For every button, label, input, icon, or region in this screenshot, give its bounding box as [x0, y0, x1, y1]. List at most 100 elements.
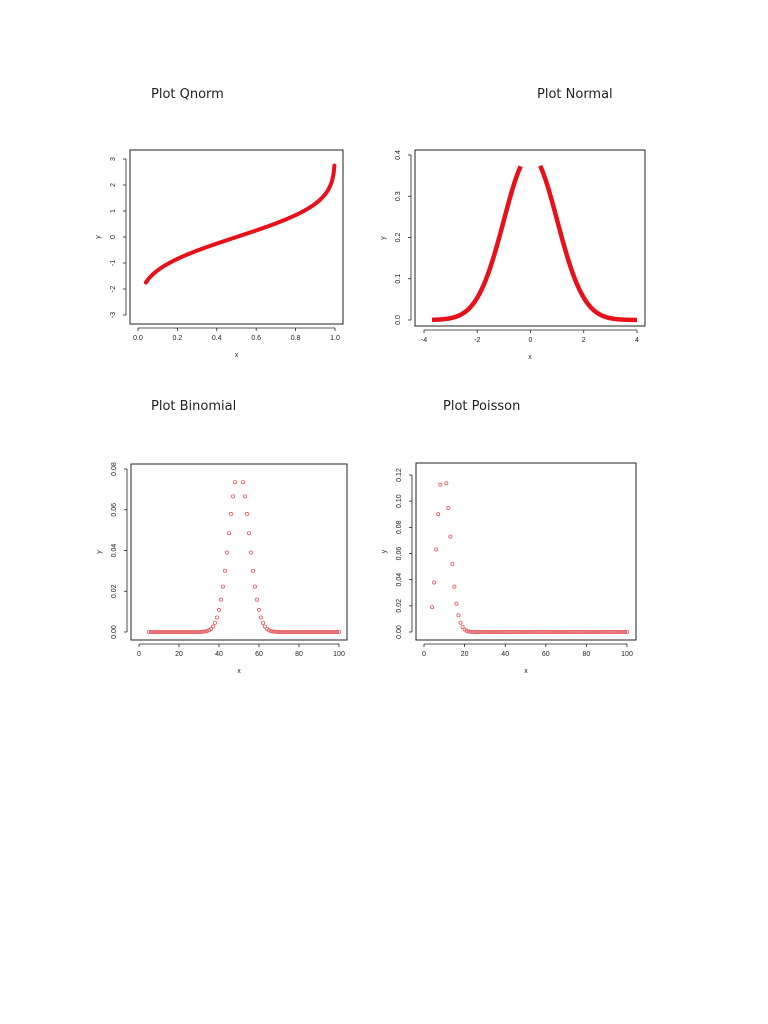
data-point	[529, 630, 534, 635]
data-point	[438, 482, 443, 487]
data-point	[517, 630, 522, 635]
data-point	[444, 481, 449, 486]
data-point	[148, 630, 153, 635]
data-point	[270, 629, 275, 634]
data-point	[204, 629, 209, 634]
chart-normal: -4 -2 0 2 4 x 0.0 0.1 0.2 0.3 0.4 y	[380, 149, 646, 361]
x-tick-label: 0.4	[212, 335, 222, 342]
x-tick-label: 20	[175, 651, 183, 658]
data-point	[334, 630, 339, 635]
data-point	[620, 630, 625, 635]
y-tick-label: 3	[110, 157, 117, 161]
x-tick-label: 2	[582, 337, 586, 344]
data-point	[582, 630, 587, 635]
data-point	[576, 630, 581, 635]
data-point	[274, 629, 279, 634]
data-point	[578, 630, 583, 635]
data-point	[322, 630, 327, 635]
data-point	[434, 547, 439, 552]
data-point	[280, 629, 285, 634]
data-point	[436, 512, 441, 517]
x-tick-label: 60	[542, 651, 550, 658]
chart-qnorm: 0.0 0.2 0.4 0.6 0.8 1.0 x -3 -2 -1 0 1 2 3 y	[95, 149, 344, 359]
y-tick-label: 0.02	[396, 599, 403, 613]
data-point	[310, 630, 315, 635]
data-point	[541, 630, 546, 635]
data-point	[616, 630, 621, 635]
y-tick-label: 0.08	[111, 462, 118, 476]
data-point	[527, 630, 532, 635]
data-point	[258, 615, 263, 620]
data-point	[192, 629, 197, 634]
data-point	[262, 624, 267, 629]
y-tick-label: 0.4	[395, 150, 402, 160]
chart-poisson: 0 20 40 60 80 100 x 0.00 0.02 0.04 0.06 0.08 0.10 0.1…	[381, 462, 637, 675]
data-point	[232, 480, 237, 485]
x-tick-label: 0	[529, 337, 533, 344]
y-tick-label: 0	[110, 235, 117, 239]
data-point	[547, 630, 552, 635]
data-point	[216, 607, 221, 612]
data-point	[286, 629, 291, 634]
data-point	[519, 630, 524, 635]
x-tick-label: 0.2	[173, 335, 183, 342]
data-point	[622, 630, 627, 635]
x-tick-label: 4	[635, 337, 639, 344]
chart-binomial: 0 20 40 60 80 100 x 0.00 0.02 0.04 0.06 0.08 y	[96, 462, 348, 675]
y-axis-label: y	[96, 550, 103, 554]
data-point	[590, 630, 595, 635]
data-point	[162, 630, 167, 635]
data-point	[472, 629, 477, 634]
data-point	[174, 630, 179, 635]
data-point	[558, 630, 563, 635]
data-point	[586, 630, 591, 635]
data-point	[284, 629, 289, 634]
data-point	[574, 630, 579, 635]
data-point	[564, 630, 569, 635]
data-point	[260, 620, 265, 625]
data-point	[266, 628, 271, 633]
data-point	[282, 629, 287, 634]
data-point	[562, 630, 567, 635]
data-point	[570, 630, 575, 635]
data-point	[537, 630, 542, 635]
data-point	[240, 480, 245, 485]
data-point	[551, 630, 556, 635]
data-point	[555, 630, 560, 635]
x-tick-label: 20	[461, 651, 469, 658]
data-point	[446, 505, 451, 510]
data-point	[521, 630, 526, 635]
x-tick-label: 0.0	[133, 335, 143, 342]
data-point	[468, 629, 473, 634]
data-point	[218, 597, 223, 602]
data-point	[486, 630, 491, 635]
data-point	[246, 531, 251, 536]
data-point	[501, 630, 506, 635]
data-point	[450, 561, 455, 566]
y-tick-label: 0.06	[111, 503, 118, 517]
data-point	[220, 584, 225, 589]
data-point	[278, 629, 283, 634]
data-point	[336, 630, 341, 635]
data-point	[610, 630, 615, 635]
data-point	[600, 630, 605, 635]
data-point	[430, 605, 435, 610]
data-point	[188, 629, 193, 634]
data-point	[488, 630, 493, 635]
data-point	[154, 630, 159, 635]
data-point	[326, 630, 331, 635]
data-point	[230, 494, 235, 499]
plot-frame	[129, 149, 344, 325]
y-tick-label: 0.10	[396, 494, 403, 508]
data-point	[290, 629, 295, 634]
data-point	[476, 629, 481, 634]
data-point	[170, 630, 175, 635]
data-point	[180, 630, 185, 635]
data-point	[493, 630, 498, 635]
data-point	[298, 630, 303, 635]
y-tick-label: 2	[110, 183, 117, 187]
data-point	[509, 630, 514, 635]
data-point	[466, 629, 471, 634]
y-tick-label: 0.12	[396, 468, 403, 482]
data-point	[543, 630, 548, 635]
